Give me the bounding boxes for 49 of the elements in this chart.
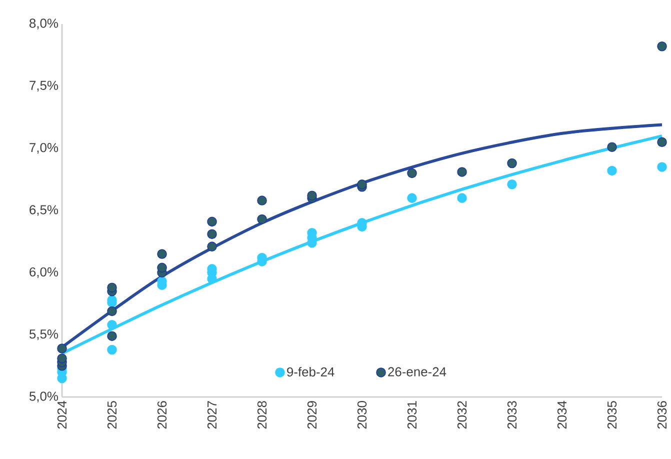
point — [457, 193, 467, 203]
point — [507, 180, 517, 190]
point — [507, 158, 517, 168]
x-tick-label: 2029 — [307, 401, 317, 429]
x-tick-label: 2036 — [657, 401, 667, 429]
point — [107, 306, 117, 316]
point — [357, 180, 367, 190]
y-tick-label: 8,0% — [30, 18, 58, 30]
point — [657, 41, 667, 52]
x-tick-label: 2031 — [407, 401, 417, 429]
x-tick-label: 2025 — [107, 401, 117, 429]
point — [407, 193, 417, 203]
point — [107, 331, 117, 341]
point — [207, 229, 217, 240]
x-tick-label: 2034 — [557, 400, 567, 429]
legend-label: 9-feb-24 — [287, 367, 334, 377]
y-tick-label: 7,0% — [30, 142, 58, 154]
x-tick-label: 2026 — [157, 401, 167, 429]
point — [257, 196, 267, 206]
y-tick-label: 5,5% — [29, 330, 58, 340]
point — [607, 166, 617, 176]
y-tick-label: 6,5% — [30, 205, 58, 216]
x-tick-label: 2024 — [57, 400, 67, 429]
point — [57, 344, 67, 354]
point — [607, 142, 617, 152]
y-tick-label: 7,5% — [30, 80, 58, 92]
y-tick-label: 5,0% — [29, 392, 58, 402]
point — [107, 320, 117, 330]
point — [57, 354, 67, 364]
point — [207, 216, 217, 227]
x-tick-label: 2028 — [257, 401, 267, 429]
x-tick-label: 2027 — [207, 401, 217, 429]
point — [257, 214, 267, 224]
legend-label: 26-ene-24 — [388, 367, 446, 376]
point — [157, 262, 167, 273]
point — [407, 168, 417, 178]
x-tick-label: 2032 — [457, 401, 467, 429]
point — [457, 167, 467, 177]
point — [157, 249, 167, 259]
point — [657, 137, 667, 147]
y-tick-label: 6,0% — [30, 267, 58, 278]
x-tick-label: 2030 — [357, 401, 367, 429]
point — [207, 242, 217, 252]
point — [107, 344, 117, 355]
point — [307, 190, 317, 200]
x-tick-label: 2035 — [607, 401, 617, 429]
point — [107, 282, 117, 292]
x-tick-label: 2033 — [507, 401, 517, 429]
point — [657, 162, 667, 172]
